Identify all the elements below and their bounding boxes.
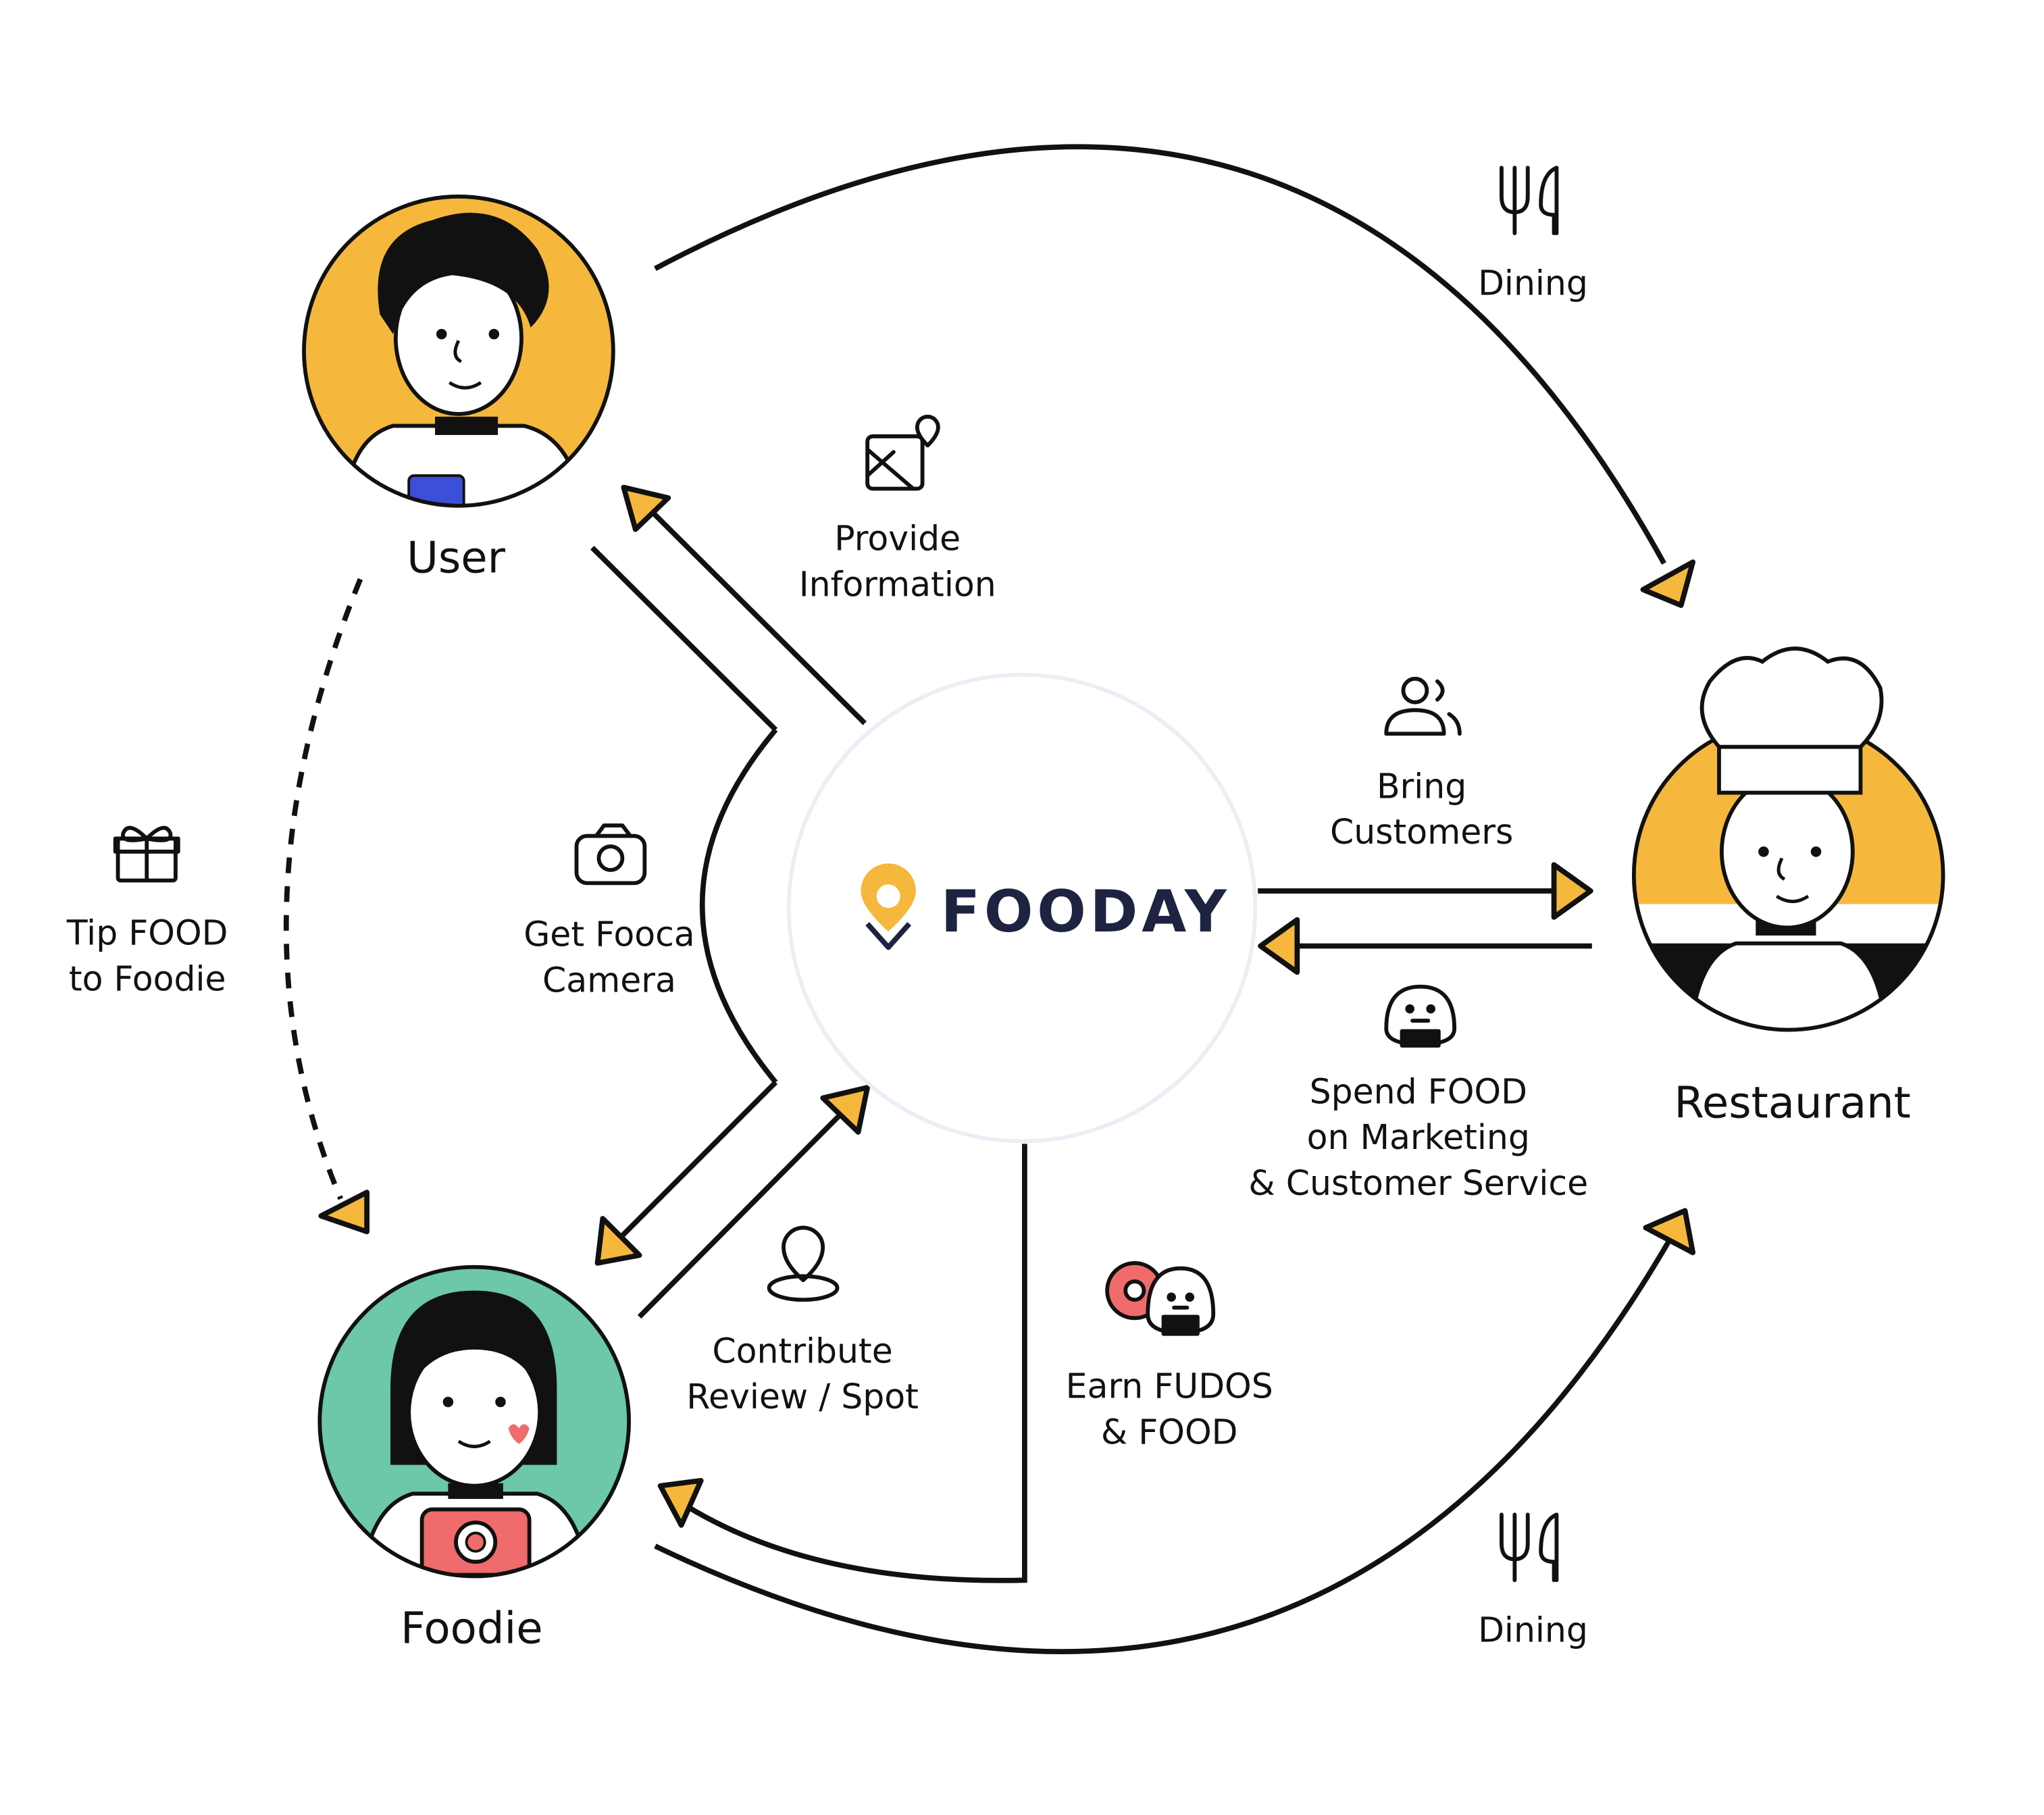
- arrowhead-dining-bottom: [1643, 1208, 1696, 1256]
- arrowhead-tip-food: [318, 1190, 370, 1235]
- arrowhead-provide-info: [621, 484, 671, 532]
- tip-food-label: Tip FOOD to Foodie: [66, 914, 228, 1000]
- get-camera-label: Get Fooca Camera: [523, 915, 695, 1001]
- dining-top-label: Dining: [1478, 264, 1588, 305]
- user-avatar: [302, 195, 615, 508]
- dining-bottom-label: Dining: [1478, 1611, 1588, 1652]
- arrowhead-bring-customers: [1551, 862, 1593, 920]
- foodie-avatar: [317, 1264, 631, 1579]
- contribute-review-label: Contribute Review / Spot: [686, 1332, 919, 1418]
- spend-food-label: Spend FOOD on Marketing & Customer Servi…: [1248, 1073, 1589, 1204]
- arrowhead-spend-food: [1258, 917, 1300, 975]
- gift-icon: [113, 825, 180, 883]
- fork-knife-icon: [1500, 1512, 1559, 1583]
- contribute-arrow-line: [637, 1108, 847, 1319]
- provide-info-arrow-line: [645, 505, 867, 725]
- provide-information-label: Provide Information: [798, 520, 996, 606]
- camera-arrow-line: [616, 1080, 778, 1242]
- ring-arc: [699, 727, 778, 1084]
- fooday-hub: [786, 673, 1258, 1144]
- earn-fudos-label: Earn FUDOS & FOOD: [1065, 1368, 1273, 1454]
- arrowhead-dining-top: [1640, 559, 1696, 609]
- user-node-label: User: [407, 532, 505, 584]
- camera-icon: [574, 823, 647, 886]
- bring-customers-label: Bring Customers: [1329, 767, 1514, 853]
- fork-knife-icon: [1500, 165, 1559, 236]
- users-icon: [1384, 676, 1462, 736]
- arrowhead-camera: [594, 1216, 642, 1266]
- flow-lines: [283, 144, 1673, 1655]
- arrowheads: [318, 484, 1696, 1528]
- tip-food-dashed-line: [283, 578, 363, 1200]
- fooday-wordmark: FOODAY: [941, 879, 1231, 946]
- fooday-logo-icon: [861, 863, 916, 950]
- foodie-node-label: Foodie: [400, 1602, 543, 1654]
- location-pin-icon: [767, 1225, 840, 1302]
- earn-arrow-line: [680, 1144, 1027, 1583]
- dining-bottom-arrow-line: [654, 1237, 1673, 1655]
- onigiri-icon: [1384, 984, 1457, 1048]
- arrowhead-earn: [657, 1478, 704, 1528]
- arrowhead-contribute: [820, 1085, 870, 1135]
- user-to-ring-line: [590, 546, 778, 732]
- donut-onigiri-icon: [1105, 1261, 1216, 1336]
- map-pin-image-icon: [865, 415, 940, 491]
- restaurant-node-label: Restaurant: [1674, 1077, 1911, 1129]
- restaurant-avatar: [1631, 646, 1945, 1032]
- dining-top-arrow-line: [654, 144, 1666, 565]
